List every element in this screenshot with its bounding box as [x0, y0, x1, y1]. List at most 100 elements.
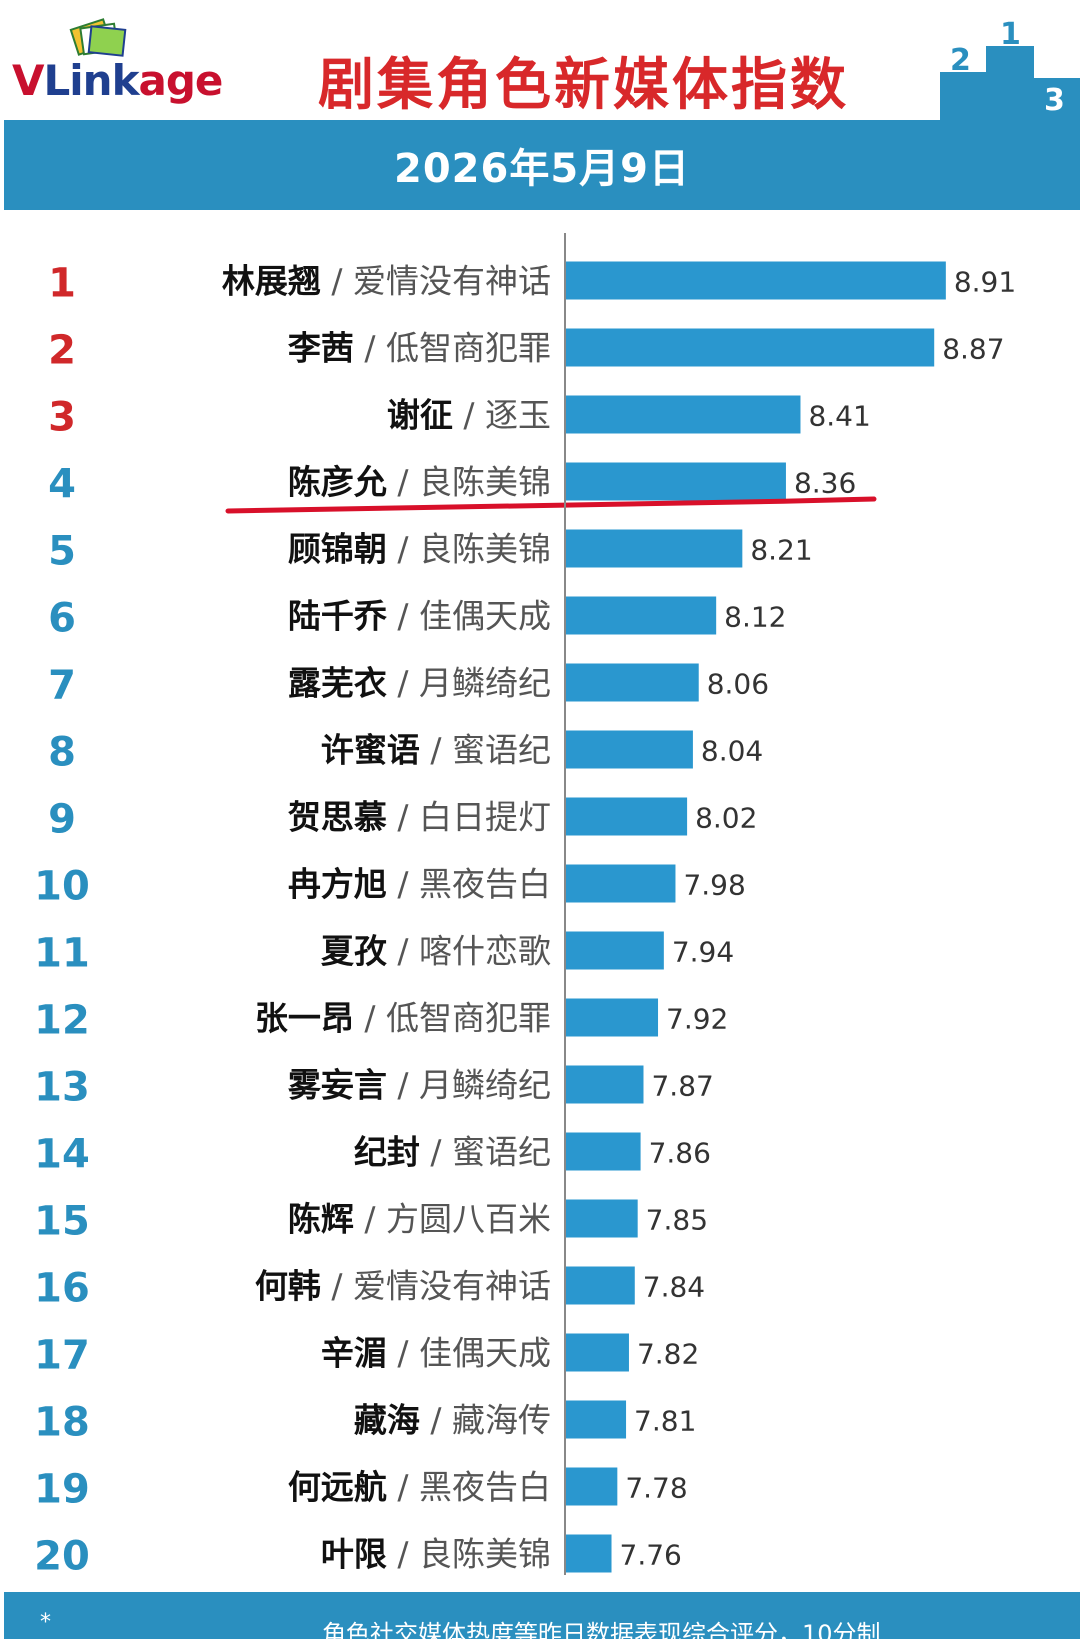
character-name: 露芜衣 [288, 664, 387, 703]
rank-number: 1 [48, 261, 76, 307]
drama-title: / 爱情没有神话 [321, 262, 551, 301]
row-label: 陈彦允 / 良陈美锦 [288, 463, 551, 502]
drama-title: / 良陈美锦 [387, 1535, 551, 1574]
row-label: 林展翘 / 爱情没有神话 [222, 262, 551, 301]
svg-text:2: 2 [950, 43, 971, 78]
rank-number: 15 [34, 1199, 90, 1245]
character-name: 陈彦允 [288, 463, 387, 502]
value-label: 7.82 [637, 1338, 699, 1371]
value-label: 7.85 [646, 1204, 708, 1237]
character-name: 李茜 [288, 329, 354, 368]
drama-title: / 良陈美锦 [387, 530, 551, 569]
footer-band: * 角色社交媒体热度等昨日数据表现综合评分，10分制 [4, 1592, 1080, 1639]
row-label: 李茜 / 低智商犯罪 [288, 329, 551, 368]
vlinkage-logo: VLinkage [10, 14, 240, 105]
value-label: 7.76 [620, 1539, 682, 1572]
value-label: 8.41 [808, 400, 870, 433]
drama-title: / 藏海传 [420, 1401, 551, 1440]
podium-icon: 2 1 3 [940, 17, 1080, 120]
rank-number: 20 [34, 1534, 90, 1576]
rank-number: 12 [34, 998, 90, 1044]
footnote-mark: * [40, 1610, 51, 1635]
rank-number: 2 [48, 328, 76, 374]
rank-number: 19 [34, 1467, 90, 1513]
value-label: 7.81 [634, 1405, 696, 1438]
svg-text:3: 3 [1044, 83, 1065, 118]
logo-cards-icon [69, 18, 127, 57]
row-label: 辛湄 / 佳偶天成 [321, 1334, 551, 1373]
drama-title: / 低智商犯罪 [354, 329, 551, 368]
bar [566, 797, 688, 836]
character-name: 辛湄 [321, 1334, 387, 1373]
bar [566, 1400, 627, 1439]
character-name: 陈辉 [288, 1200, 354, 1239]
header: VLinkage 剧集角色新媒体指数 2 1 3 [0, 0, 1080, 120]
value-label: 8.36 [794, 467, 856, 500]
rank-number: 18 [34, 1400, 90, 1446]
value-label: 7.86 [649, 1137, 711, 1170]
row-label: 叶限 / 良陈美锦 [321, 1535, 551, 1574]
drama-title: / 月鳞绮纪 [387, 664, 551, 703]
bar [566, 596, 717, 635]
rank-number: 16 [34, 1266, 90, 1312]
character-name: 纪封 [354, 1133, 420, 1172]
drama-title: / 黑夜告白 [387, 1468, 551, 1507]
rank-number: 17 [34, 1333, 90, 1379]
rank-number: 11 [34, 931, 90, 977]
value-label: 7.87 [651, 1070, 713, 1103]
value-label: 7.84 [643, 1271, 705, 1304]
rank-number: 14 [34, 1132, 90, 1178]
value-label: 7.94 [672, 936, 734, 969]
rank-number: 6 [48, 596, 76, 642]
character-name: 陆千乔 [288, 597, 388, 636]
character-name: 顾锦朝 [288, 530, 387, 569]
rank-number: 3 [48, 395, 76, 441]
value-label: 8.21 [750, 534, 812, 567]
drama-title: / 蜜语纪 [420, 731, 551, 770]
bar [566, 663, 699, 702]
drama-title: / 蜜语纪 [420, 1133, 551, 1172]
row-label: 贺思慕 / 白日提灯 [288, 798, 551, 837]
logo-age: age [138, 56, 224, 105]
drama-title: / 良陈美锦 [387, 463, 551, 502]
character-name: 何韩 [255, 1267, 321, 1306]
bar [566, 931, 664, 970]
row-label: 张一昂 / 低智商犯罪 [255, 999, 551, 1038]
drama-title: / 逐玉 [453, 396, 551, 435]
bar [566, 1266, 635, 1305]
value-label: 7.78 [625, 1472, 687, 1505]
rank-number: 5 [48, 529, 76, 575]
drama-title: / 爱情没有神话 [321, 1267, 551, 1306]
bar [566, 261, 946, 300]
row-label: 何韩 / 爱情没有神话 [255, 1267, 551, 1306]
row-label: 许蜜语 / 蜜语纪 [321, 731, 551, 770]
row-label: 雾妄言 / 月鳞绮纪 [288, 1066, 551, 1105]
svg-text:1: 1 [1000, 17, 1021, 52]
drama-title: / 方圆八百米 [354, 1200, 551, 1239]
logo-link: Link [43, 56, 140, 105]
character-name: 林展翘 [222, 262, 321, 301]
bar [566, 529, 743, 568]
bar [566, 1467, 618, 1506]
rank-number: 7 [48, 663, 76, 709]
drama-title: / 低智商犯罪 [354, 999, 551, 1038]
logo-wordmark: VLinkage [12, 56, 224, 105]
row-label: 顾锦朝 / 良陈美锦 [288, 530, 551, 569]
row-label: 陈辉 / 方圆八百米 [288, 1200, 551, 1239]
row-label: 陆千乔 / 佳偶天成 [288, 597, 551, 636]
rank-number: 4 [48, 462, 76, 508]
bar [566, 1132, 641, 1171]
rank-number: 10 [34, 864, 90, 910]
bar [566, 1534, 612, 1573]
drama-title: / 佳偶天成 [387, 597, 551, 636]
bar [566, 328, 935, 367]
footnote-text: 角色社交媒体热度等昨日数据表现综合评分，10分制 [322, 1620, 881, 1639]
bar [566, 1199, 638, 1238]
date-band: 2026年5月9日 [4, 120, 1080, 210]
value-label: 8.87 [942, 333, 1004, 366]
bar-chart: 1 林展翘 / 爱情没有神话 8.91 2 李茜 / 低智商犯罪 8.87 3 谢征 / 逐玉… [34, 233, 1016, 1576]
value-label: 8.06 [707, 668, 769, 701]
rank-number: 9 [48, 797, 76, 843]
value-label: 8.04 [701, 735, 763, 768]
drama-title: / 喀什恋歌 [387, 932, 551, 971]
